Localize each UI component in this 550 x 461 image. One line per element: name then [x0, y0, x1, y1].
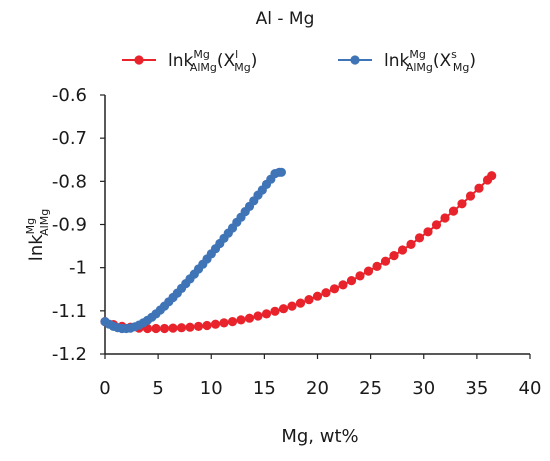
x-tick-label: 20	[306, 378, 329, 399]
x-tick-label: 15	[253, 378, 276, 399]
y-tick-label: -0.8	[52, 171, 87, 192]
y-tick-label: -1	[69, 258, 87, 279]
data-point	[431, 220, 442, 230]
plot-area	[100, 167, 497, 334]
legend: lnkMg AlMg(Xl Mg) lnkMg AlMg(Xs Mg)	[122, 48, 476, 74]
legend-marker	[350, 55, 360, 65]
x-axis-label: Mg, wt%	[281, 426, 358, 447]
data-point	[210, 319, 221, 329]
data-point	[253, 311, 263, 321]
data-point	[295, 298, 306, 308]
y-axis-label: lnkMgAlMg	[24, 209, 51, 261]
data-point	[423, 227, 433, 237]
data-point	[346, 276, 357, 286]
y-tick-label: -1.2	[52, 344, 87, 365]
series-1	[100, 167, 286, 334]
data-point	[219, 318, 229, 328]
ticks: 0 5 10 15 20 25 30 35 40 -0.6 -0.7 -0.8 -0.9 -1 -1.1 -1…	[52, 85, 542, 399]
legend-sub2: Mg	[453, 61, 469, 74]
data-point	[457, 199, 467, 209]
legend-end: )	[251, 51, 258, 71]
y-tick-label: -0.9	[52, 215, 87, 236]
y-tick-label: -1.1	[52, 301, 87, 322]
chart-title: Al - Mg	[256, 9, 315, 29]
x-tick-label: 5	[152, 378, 163, 399]
legend-base: lnk	[168, 51, 193, 71]
data-point	[440, 213, 450, 223]
data-point	[168, 323, 178, 333]
legend-sub: AlMg	[190, 61, 217, 74]
legend-tail: (X	[217, 51, 236, 71]
legend-sup2: s	[451, 48, 457, 61]
data-point	[414, 233, 425, 243]
legend-entry: lnkMg AlMg(Xl Mg)	[122, 48, 257, 74]
svg-text:lnkMgAlMg: lnkMgAlMg	[24, 209, 51, 261]
data-point	[474, 183, 484, 193]
data-point	[372, 261, 382, 271]
data-point	[380, 256, 391, 266]
x-tick-label: 10	[200, 378, 223, 399]
data-point	[355, 271, 365, 281]
data-point	[338, 280, 348, 290]
legend-base: lnk	[384, 51, 409, 71]
x-tick-label: 0	[99, 378, 110, 399]
y-tick-label: -0.6	[52, 85, 87, 106]
legend-label: lnkMg AlMg(Xs Mg)	[384, 48, 476, 74]
y-tick-label: -0.7	[52, 128, 87, 149]
data-point	[406, 239, 416, 249]
legend-sub2: Mg	[234, 61, 250, 74]
y-label-sub: AlMg	[38, 209, 51, 236]
data-point	[270, 306, 280, 316]
data-point	[287, 301, 297, 311]
data-point	[202, 320, 212, 331]
x-tick-label: 35	[465, 378, 488, 399]
x-tick-label: 25	[359, 378, 382, 399]
data-point	[465, 191, 476, 201]
data-point	[236, 315, 246, 325]
y-label-base: lnk	[26, 234, 47, 261]
data-point	[193, 321, 204, 331]
data-point	[278, 304, 289, 314]
legend-sub: AlMg	[406, 61, 433, 74]
legend-tail: (X	[433, 51, 452, 71]
data-point	[329, 284, 340, 294]
axes	[104, 95, 530, 355]
data-point	[227, 317, 238, 327]
legend-label: lnkMg AlMg(Xl Mg)	[168, 48, 257, 74]
x-tick-label: 30	[412, 378, 435, 399]
data-point	[276, 167, 286, 177]
data-point	[321, 288, 331, 298]
data-point	[304, 295, 314, 305]
legend-end: )	[469, 51, 476, 71]
x-tick-label: 40	[519, 378, 542, 399]
data-point	[397, 245, 408, 255]
data-point	[159, 323, 170, 334]
legend-marker	[134, 55, 144, 65]
data-point	[448, 206, 459, 216]
data-point	[185, 322, 195, 332]
data-point	[487, 171, 497, 181]
data-point	[176, 323, 187, 333]
data-point	[244, 313, 255, 323]
legend-sup: Mg	[409, 48, 425, 61]
data-point	[363, 266, 374, 276]
legend-sup: Mg	[193, 48, 209, 61]
data-point	[389, 251, 399, 261]
data-point	[151, 323, 161, 334]
data-point	[261, 309, 272, 319]
data-point	[312, 291, 323, 301]
y-label-sup: Mg	[24, 218, 37, 234]
legend-sup2: l	[235, 48, 238, 61]
legend-entry: lnkMg AlMg(Xs Mg)	[338, 48, 476, 74]
